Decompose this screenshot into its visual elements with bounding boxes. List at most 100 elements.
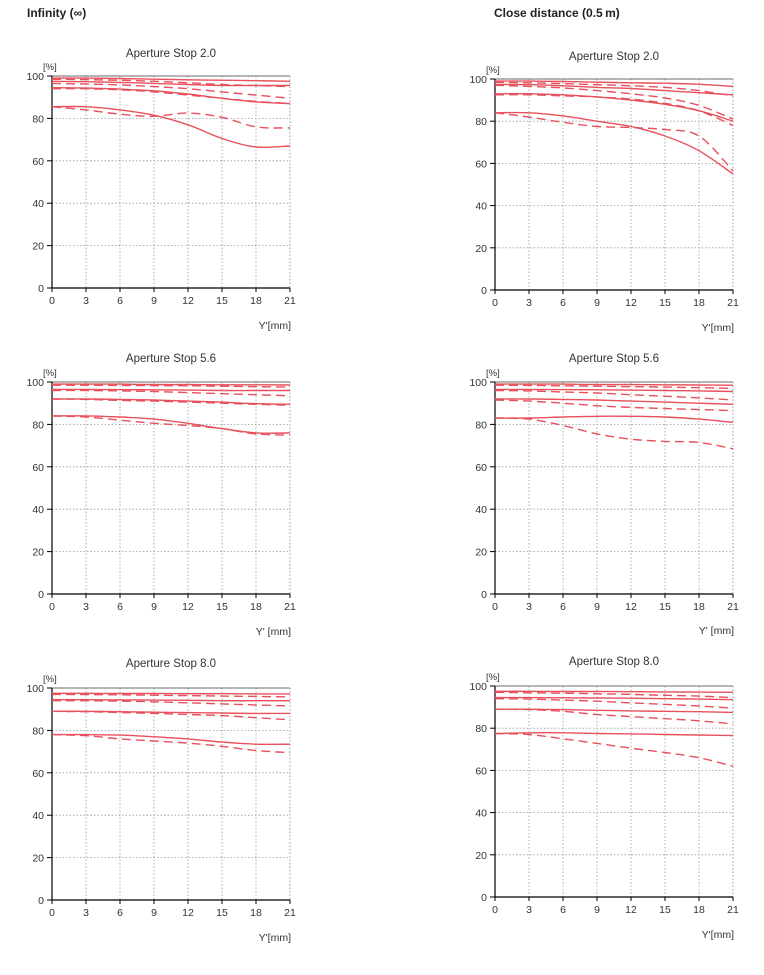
y-tick-label: 100 [26,71,44,83]
y-tick-label: 60 [475,462,487,474]
x-tick-label: 21 [284,907,296,919]
y-tick-label: 80 [475,723,487,735]
series-line-7-solid [494,732,734,737]
y-tick-label: 0 [38,589,44,601]
x-tick-label: 15 [659,297,671,309]
series-line-4-dashed [494,389,734,401]
x-tick-label: 15 [216,601,228,613]
chart-panel-1: Aperture Stop 2.0 [%] 0 3 6 9 12 15 18 21 0 20 40 60 8… [26,48,296,332]
series-line-8-dashed [494,112,734,172]
y-tick-label: 0 [481,285,487,297]
series-line-4-dashed [494,84,734,120]
series-line-6-dashed [51,87,291,105]
x-tick-label: 6 [117,295,123,307]
x-tick-label: 3 [83,601,89,613]
y-tick-label: 60 [475,158,487,170]
series-line-8-dashed [494,732,734,767]
series-line-8-dashed [51,733,291,754]
series-line-1-solid [52,692,291,695]
series-line-4-dashed [51,389,291,397]
series-line-1-solid [51,383,291,386]
series-line-3-solid [494,696,734,701]
x-tick-label: 12 [182,295,194,307]
y-tick-label: 0 [481,589,487,601]
x-tick-label: 3 [526,601,532,613]
y-tick-label: 0 [38,895,44,907]
x-tick-label: 9 [594,601,600,613]
x-axis-label: Y'[mm] [702,929,734,941]
series-line-6-dashed [51,710,291,721]
series-line-4-dashed [494,698,734,709]
y-tick-label: 40 [475,201,487,213]
chart-panel-3: Aperture Stop 5.6 [%] 0 3 6 9 12 15 18 21 0 20 40 60 8… [26,353,296,638]
series-line-3-solid [51,388,290,392]
x-tick-label: 15 [659,904,671,916]
y-tick-label: 80 [475,419,487,431]
y-tick-label: 100 [26,377,44,389]
series-line-3-solid [51,698,290,702]
x-tick-label: 15 [216,907,228,919]
chart-title: Aperture Stop 2.0 [569,51,659,63]
y-tick-label: 40 [32,198,44,210]
x-tick-label: 12 [625,297,637,309]
series-line-6-dashed [494,708,734,725]
x-axis-label: Y'[mm] [259,932,291,944]
x-tick-label: 12 [625,904,637,916]
x-tick-label: 0 [49,295,55,307]
series-line-2-dashed [494,81,734,97]
x-tick-label: 0 [492,904,498,916]
y-tick-label: 100 [469,681,487,693]
series-line-8-dashed [494,417,734,450]
x-tick-label: 15 [216,295,228,307]
series-line-8-dashed [51,106,291,129]
y-tick-label: 60 [32,768,44,780]
x-tick-label: 21 [727,601,739,613]
column-title-infinity: Infinity (∞) [27,6,87,20]
y-axis-unit: [%] [43,62,57,73]
y-tick-label: 20 [32,547,44,559]
y-tick-label: 100 [469,74,487,86]
series-line-2-dashed [494,691,734,699]
series-line-6-dashed [494,94,734,127]
x-tick-label: 9 [151,907,157,919]
chart-panel-4: Aperture Stop 5.6 [%] 0 3 6 9 12 15 18 21 0 20 40 60 8… [469,353,739,637]
x-tick-label: 6 [560,601,566,613]
x-tick-label: 6 [560,297,566,309]
x-tick-label: 12 [182,907,194,919]
y-axis-unit: [%] [43,368,57,379]
series-line-3-solid [51,80,290,87]
series-line-7-solid [52,733,291,746]
series-line-3-solid [494,388,734,393]
series-line-1-solid [494,383,734,386]
y-tick-label: 0 [481,892,487,904]
x-tick-label: 18 [250,601,262,613]
y-tick-label: 20 [32,241,44,253]
y-tick-label: 80 [32,725,44,737]
chart-title: Aperture Stop 5.6 [569,353,659,365]
chart-panel-5: Aperture Stop 8.0 [%] 0 3 6 9 12 15 18 21 0 20 40 60 8… [26,658,296,944]
x-tick-label: 21 [284,295,296,307]
y-tick-label: 60 [32,156,44,168]
x-tick-label: 21 [727,904,739,916]
x-axis-label: Y' [mm] [256,626,291,638]
x-tick-label: 18 [250,907,262,919]
y-tick-label: 40 [475,504,487,516]
x-tick-label: 21 [727,297,739,309]
y-axis-unit: [%] [486,368,500,379]
x-tick-label: 3 [526,904,532,916]
y-tick-label: 80 [32,113,44,125]
series-line-3-solid [494,83,734,96]
y-tick-label: 20 [475,547,487,559]
x-tick-label: 0 [49,907,55,919]
series-line-7-solid [51,415,291,434]
series-line-6-dashed [494,399,734,412]
y-tick-label: 40 [32,810,44,822]
x-tick-label: 0 [492,601,498,613]
x-tick-label: 21 [284,601,296,613]
series-line-1-solid [494,690,734,693]
series-line-4-dashed [51,82,291,99]
series-line-7-solid [494,111,734,175]
x-tick-label: 3 [83,907,89,919]
x-tick-label: 18 [693,297,705,309]
